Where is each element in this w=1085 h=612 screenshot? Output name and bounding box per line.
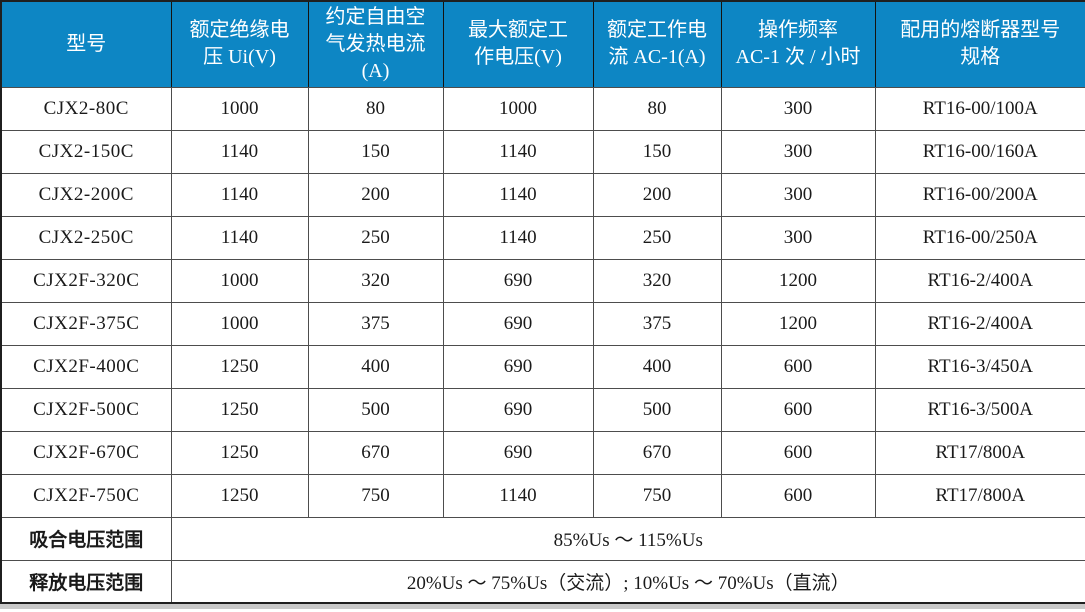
value-cell: 320 bbox=[307, 258, 444, 303]
table-row: CJX2F-670C 1250 670 690 670 600 RT17/800A bbox=[0, 430, 1085, 475]
table-row: CJX2F-320C 1000 320 690 320 1200 RT16-2/400A bbox=[0, 258, 1085, 303]
model-cell: CJX2F-375C bbox=[0, 301, 172, 346]
value-cell: RT16-00/160A bbox=[874, 129, 1085, 174]
value-cell: 1140 bbox=[170, 172, 309, 217]
value-cell: RT17/800A bbox=[874, 430, 1085, 475]
value-cell: 1140 bbox=[442, 215, 594, 260]
value-cell: 150 bbox=[307, 129, 444, 174]
value-cell: RT16-3/450A bbox=[874, 344, 1085, 389]
table-row: CJX2F-750C 1250 750 1140 750 600 RT17/800A bbox=[0, 473, 1085, 518]
model-cell: CJX2F-500C bbox=[0, 387, 172, 432]
table-row: CJX2-200C 1140 200 1140 200 300 RT16-00/200A bbox=[0, 172, 1085, 217]
model-cell: CJX2-150C bbox=[0, 129, 172, 174]
value-cell: 300 bbox=[720, 129, 876, 174]
value-cell: 690 bbox=[442, 430, 594, 475]
value-cell: 500 bbox=[307, 387, 444, 432]
value-cell: 1200 bbox=[720, 258, 876, 303]
model-cell: CJX2-250C bbox=[0, 215, 172, 260]
value-cell: 1000 bbox=[442, 86, 594, 131]
value-cell: RT16-00/200A bbox=[874, 172, 1085, 217]
value-cell: 300 bbox=[720, 86, 876, 131]
value-cell: 600 bbox=[720, 387, 876, 432]
value-cell: 250 bbox=[592, 215, 722, 260]
value-cell: RT17/800A bbox=[874, 473, 1085, 518]
model-cell: CJX2-200C bbox=[0, 172, 172, 217]
value-cell: 1140 bbox=[442, 473, 594, 518]
value-cell: 300 bbox=[720, 215, 876, 260]
pickup-voltage-label: 吸合电压范围 bbox=[0, 516, 172, 561]
value-cell: RT16-2/400A bbox=[874, 258, 1085, 303]
value-cell: 300 bbox=[720, 172, 876, 217]
release-voltage-row: 释放电压范围 20%Us ～ 75%Us（交流）; 10%Us ～ 70%Us（… bbox=[0, 559, 1085, 604]
model-cell: CJX2F-400C bbox=[0, 344, 172, 389]
value-cell: 200 bbox=[307, 172, 444, 217]
value-cell: 80 bbox=[592, 86, 722, 131]
table-row: CJX2-150C 1140 150 1140 150 300 RT16-00/160A bbox=[0, 129, 1085, 174]
header-cell-thermal-current: 约定自由空 气发热电流 (A) bbox=[307, 0, 444, 88]
value-cell: 1200 bbox=[720, 301, 876, 346]
value-cell: 690 bbox=[442, 258, 594, 303]
value-cell: 600 bbox=[720, 430, 876, 475]
value-cell: 1140 bbox=[170, 215, 309, 260]
model-cell: CJX2F-750C bbox=[0, 473, 172, 518]
model-cell: CJX2F-320C bbox=[0, 258, 172, 303]
header-cell-model: 型号 bbox=[0, 0, 172, 88]
value-cell: 600 bbox=[720, 344, 876, 389]
value-cell: RT16-00/250A bbox=[874, 215, 1085, 260]
value-cell: 670 bbox=[592, 430, 722, 475]
value-cell: 600 bbox=[720, 473, 876, 518]
header-cell-max-voltage: 最大额定工 作电压(V) bbox=[442, 0, 594, 88]
value-cell: 670 bbox=[307, 430, 444, 475]
value-cell: 690 bbox=[442, 387, 594, 432]
release-voltage-value: 20%Us ～ 75%Us（交流）; 10%Us ～ 70%Us（直流） bbox=[170, 559, 1085, 604]
table-row: CJX2F-500C 1250 500 690 500 600 RT16-3/500A bbox=[0, 387, 1085, 432]
header-cell-fuse-spec: 配用的熔断器型号 规格 bbox=[874, 0, 1085, 88]
value-cell: 1250 bbox=[170, 473, 309, 518]
value-cell: 750 bbox=[592, 473, 722, 518]
table-row: CJX2-80C 1000 80 1000 80 300 RT16-00/100A bbox=[0, 86, 1085, 131]
header-cell-rated-current: 额定工作电 流 AC-1(A) bbox=[592, 0, 722, 88]
value-cell: 690 bbox=[442, 344, 594, 389]
value-cell: 690 bbox=[442, 301, 594, 346]
value-cell: 1140 bbox=[170, 129, 309, 174]
value-cell: RT16-2/400A bbox=[874, 301, 1085, 346]
value-cell: 320 bbox=[592, 258, 722, 303]
model-cell: CJX2F-670C bbox=[0, 430, 172, 475]
value-cell: RT16-00/100A bbox=[874, 86, 1085, 131]
value-cell: 750 bbox=[307, 473, 444, 518]
value-cell: 1250 bbox=[170, 387, 309, 432]
value-cell: 1250 bbox=[170, 344, 309, 389]
value-cell: 80 bbox=[307, 86, 444, 131]
value-cell: 500 bbox=[592, 387, 722, 432]
value-cell: 150 bbox=[592, 129, 722, 174]
value-cell: 400 bbox=[592, 344, 722, 389]
table-bottom-shadow bbox=[0, 604, 1085, 609]
value-cell: RT16-3/500A bbox=[874, 387, 1085, 432]
pickup-voltage-row: 吸合电压范围 85%Us ～ 115%Us bbox=[0, 516, 1085, 561]
value-cell: 200 bbox=[592, 172, 722, 217]
header-row: 型号 额定绝缘电 压 Ui(V) 约定自由空 气发热电流 (A) 最大额定工 作… bbox=[0, 0, 1085, 88]
header-cell-op-frequency: 操作频率 AC-1 次 / 小时 bbox=[720, 0, 876, 88]
value-cell: 375 bbox=[307, 301, 444, 346]
value-cell: 1000 bbox=[170, 301, 309, 346]
table-row: CJX2F-400C 1250 400 690 400 600 RT16-3/450A bbox=[0, 344, 1085, 389]
value-cell: 1000 bbox=[170, 258, 309, 303]
value-cell: 1250 bbox=[170, 430, 309, 475]
value-cell: 400 bbox=[307, 344, 444, 389]
header-cell-insulation-voltage: 额定绝缘电 压 Ui(V) bbox=[170, 0, 309, 88]
model-cell: CJX2-80C bbox=[0, 86, 172, 131]
table-row: CJX2-250C 1140 250 1140 250 300 RT16-00/250A bbox=[0, 215, 1085, 260]
table-row: CJX2F-375C 1000 375 690 375 1200 RT16-2/400A bbox=[0, 301, 1085, 346]
value-cell: 1140 bbox=[442, 172, 594, 217]
value-cell: 1140 bbox=[442, 129, 594, 174]
pickup-voltage-value: 85%Us ～ 115%Us bbox=[170, 516, 1085, 561]
value-cell: 250 bbox=[307, 215, 444, 260]
release-voltage-label: 释放电压范围 bbox=[0, 559, 172, 604]
value-cell: 375 bbox=[592, 301, 722, 346]
value-cell: 1000 bbox=[170, 86, 309, 131]
